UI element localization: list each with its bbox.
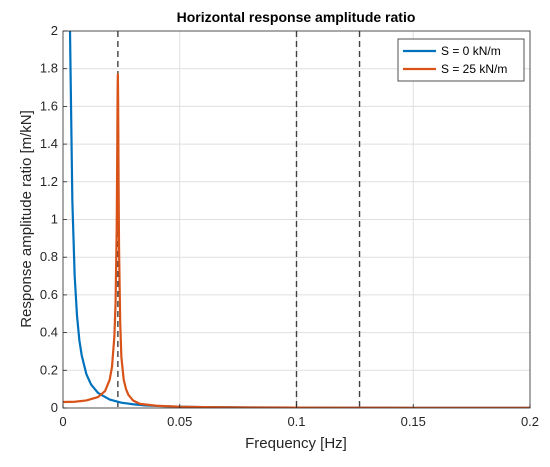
x-tick-label: 0: [59, 414, 66, 429]
y-tick-label: 1.6: [40, 98, 58, 113]
y-tick-label: 0.4: [40, 325, 58, 340]
chart-title: Horizontal response amplitude ratio: [177, 9, 416, 25]
y-tick-label: 2: [51, 23, 58, 38]
x-tick-label: 0.05: [167, 414, 192, 429]
x-tick-label: 0.2: [521, 414, 539, 429]
ticks: 0 0.05 0.1 0.15 0.2 0 0.2 0.4 0.6 0.8 1 1.2 1.4 1.6 1.…: [40, 23, 539, 429]
y-tick-label: 0.2: [40, 362, 58, 377]
legend-box: [397, 38, 525, 82]
series-line-1: [63, 73, 530, 408]
x-tick-label: 0.1: [287, 414, 305, 429]
x-axis-label: Frequency [Hz]: [245, 435, 347, 452]
y-axis-label: Response amplitude ratio [m/kN]: [18, 110, 35, 328]
y-tick-label: 1.2: [40, 174, 58, 189]
y-tick-label: 0.6: [40, 287, 58, 302]
x-tick-label: 0.15: [401, 414, 426, 429]
y-tick-label: 0: [51, 400, 58, 415]
y-tick-label: 1.8: [40, 61, 58, 76]
legend-label-s25: S = 25 kN/m: [441, 62, 507, 76]
y-tick-label: 0.8: [40, 249, 58, 264]
y-tick-label: 1.4: [40, 136, 58, 151]
series-lines: [63, 31, 530, 408]
legend: S = 0 kN/m S = 25 kN/m: [397, 38, 525, 82]
y-tick-label: 1: [51, 212, 58, 227]
legend-label-s0: S = 0 kN/m: [441, 44, 501, 58]
